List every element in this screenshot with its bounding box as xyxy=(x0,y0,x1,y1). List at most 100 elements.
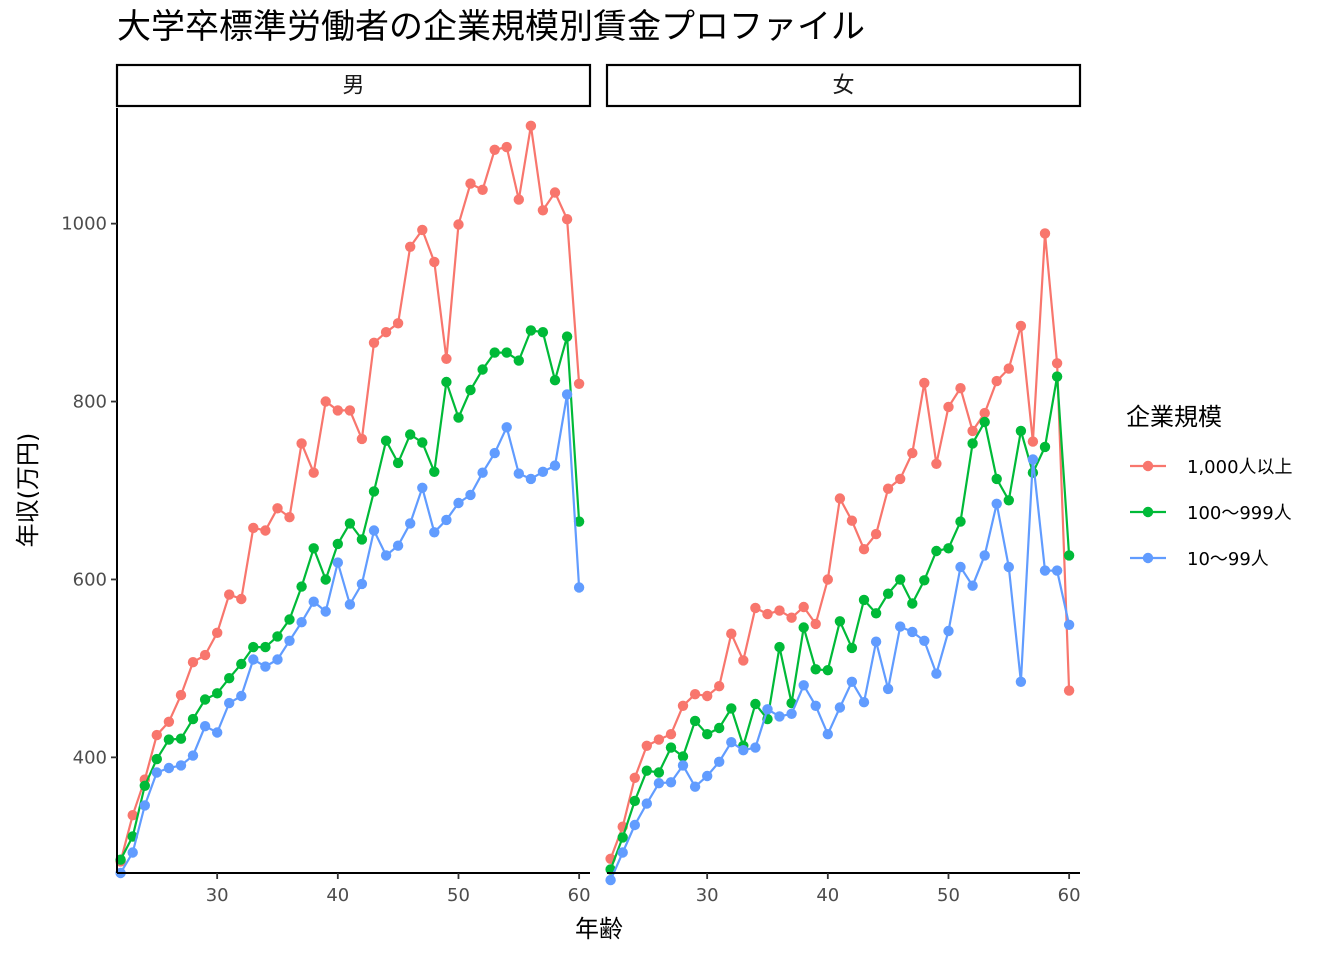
data-point-male-0 xyxy=(380,327,392,338)
data-point-male-0 xyxy=(525,120,537,131)
data-point-male-0 xyxy=(501,141,512,153)
data-point-female-1 xyxy=(714,722,725,734)
y-tick-label: 400 xyxy=(73,747,107,768)
data-point-male-0 xyxy=(236,593,247,605)
data-point-female-0 xyxy=(846,515,858,526)
data-point-male-0 xyxy=(320,396,331,407)
data-point-female-0 xyxy=(919,377,930,389)
data-point-male-1 xyxy=(199,694,211,705)
data-point-female-1 xyxy=(979,416,990,428)
data-point-male-2 xyxy=(380,550,392,561)
data-point-female-2 xyxy=(955,561,966,573)
data-point-female-1 xyxy=(991,473,1002,485)
data-point-male-0 xyxy=(199,649,211,661)
x-tick-label-male: 50 xyxy=(447,885,470,906)
data-point-male-1 xyxy=(392,457,404,469)
data-point-male-2 xyxy=(260,661,271,672)
data-point-male-0 xyxy=(537,205,549,216)
data-point-female-2 xyxy=(762,704,773,715)
data-point-female-0 xyxy=(955,383,966,394)
data-point-male-1 xyxy=(441,376,452,388)
data-point-female-2 xyxy=(1039,565,1051,576)
data-point-male-1 xyxy=(236,658,247,670)
data-point-female-2 xyxy=(677,760,689,771)
data-point-female-0 xyxy=(943,401,954,413)
x-tick-label-male: 30 xyxy=(206,885,229,906)
x-tick-label-female: 40 xyxy=(816,885,839,906)
data-point-male-0 xyxy=(175,689,187,701)
data-point-male-0 xyxy=(296,438,307,449)
legend-label: 1,000人以上 xyxy=(1187,457,1293,478)
data-point-female-0 xyxy=(882,483,894,494)
data-point-male-0 xyxy=(453,219,464,230)
data-point-female-0 xyxy=(750,602,761,614)
data-point-female-2 xyxy=(629,819,640,831)
data-point-female-2 xyxy=(786,708,797,719)
data-point-female-1 xyxy=(774,641,785,653)
data-point-female-2 xyxy=(1051,565,1063,576)
data-point-female-1 xyxy=(750,698,761,710)
data-point-female-0 xyxy=(1063,685,1075,696)
data-point-male-1 xyxy=(320,574,331,585)
data-point-male-1 xyxy=(248,641,259,653)
data-point-female-2 xyxy=(979,550,990,561)
legend-key-point xyxy=(1142,506,1154,518)
data-point-male-2 xyxy=(489,447,500,459)
series-line-female-2 xyxy=(609,459,1071,881)
data-point-female-0 xyxy=(834,493,846,504)
data-point-male-1 xyxy=(139,780,150,791)
legend-key-point xyxy=(1142,460,1154,472)
data-point-male-0 xyxy=(368,337,380,348)
data-point-male-1 xyxy=(212,688,223,699)
data-point-male-2 xyxy=(561,389,573,400)
data-point-male-0 xyxy=(151,729,162,741)
data-point-female-1 xyxy=(882,588,894,599)
data-point-female-1 xyxy=(955,516,966,527)
y-tick-label: 800 xyxy=(73,392,107,413)
panel-female: 女 xyxy=(605,63,1082,108)
data-point-female-0 xyxy=(810,618,821,630)
data-point-male-2 xyxy=(308,596,319,607)
data-point-female-0 xyxy=(714,681,725,692)
data-point-female-0 xyxy=(1003,363,1014,374)
data-point-female-2 xyxy=(1027,454,1039,465)
series-line-male-0 xyxy=(119,125,581,862)
data-point-female-2 xyxy=(919,635,930,646)
data-point-male-1 xyxy=(525,325,537,336)
data-point-female-2 xyxy=(798,680,809,691)
data-point-male-2 xyxy=(175,760,187,771)
data-point-male-1 xyxy=(296,581,307,592)
data-point-male-2 xyxy=(212,727,223,738)
data-point-male-2 xyxy=(284,635,295,646)
data-point-female-0 xyxy=(895,473,906,485)
data-point-female-1 xyxy=(858,594,870,606)
data-point-male-1 xyxy=(429,466,440,477)
data-point-male-0 xyxy=(441,353,452,364)
data-point-male-1 xyxy=(356,534,368,545)
data-point-female-1 xyxy=(846,642,858,654)
data-point-male-1 xyxy=(344,518,356,529)
data-point-female-0 xyxy=(629,772,640,783)
data-point-female-1 xyxy=(1015,425,1027,437)
data-point-male-0 xyxy=(356,433,368,445)
data-point-male-1 xyxy=(465,384,476,396)
data-point-female-2 xyxy=(738,745,749,756)
data-point-male-2 xyxy=(332,557,343,568)
data-point-female-2 xyxy=(750,742,761,753)
data-point-male-2 xyxy=(441,514,452,526)
data-point-female-0 xyxy=(822,574,833,585)
legend-title: 企業規模 xyxy=(1126,403,1222,431)
y-tick-label: 600 xyxy=(73,569,107,590)
axes: 30 40 50 60 30 40 50 60 400 600 800 1000 xyxy=(61,108,1081,906)
data-point-male-2 xyxy=(344,599,356,610)
data-point-female-1 xyxy=(641,765,652,776)
data-point-female-1 xyxy=(665,742,677,753)
data-point-male-1 xyxy=(513,355,524,366)
data-point-male-1 xyxy=(489,347,500,358)
data-point-female-2 xyxy=(943,625,954,637)
data-point-male-2 xyxy=(501,422,512,433)
data-point-female-0 xyxy=(931,458,942,469)
data-point-male-0 xyxy=(248,522,259,534)
data-point-female-2 xyxy=(846,676,858,687)
x-tick-label-female: 50 xyxy=(937,885,960,906)
